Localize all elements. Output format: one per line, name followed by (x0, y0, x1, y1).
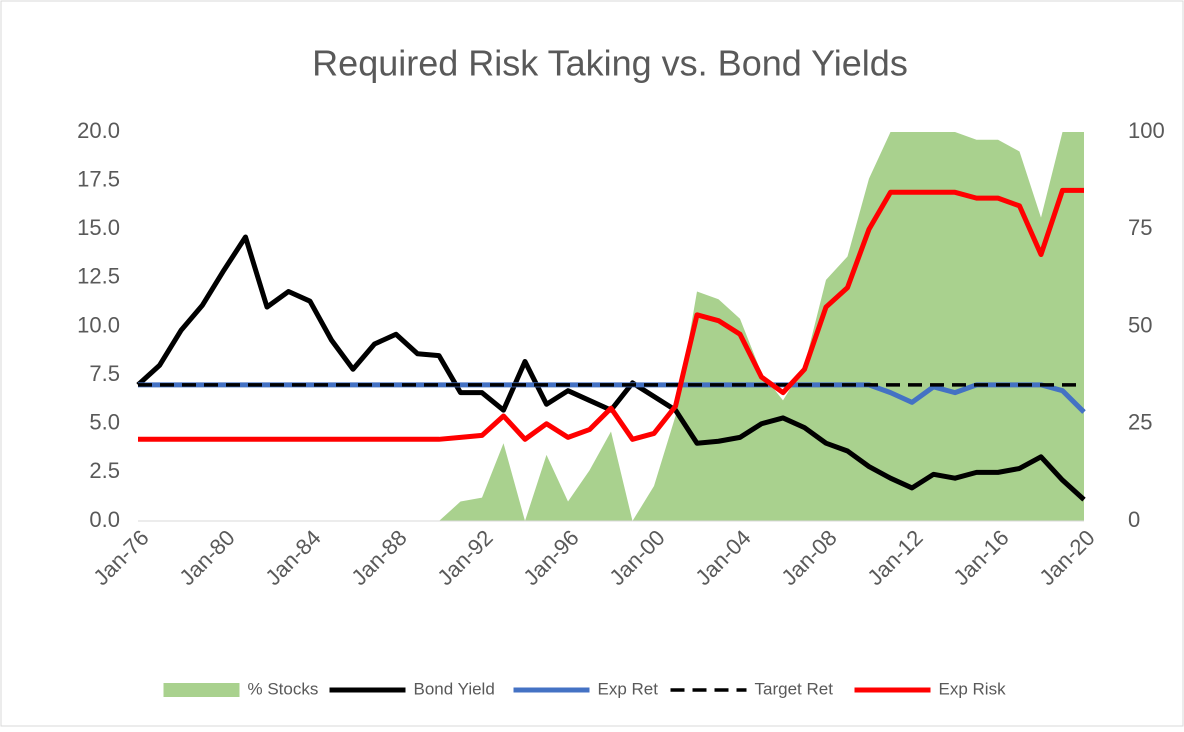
y-tick-label: 20.0 (77, 118, 120, 143)
y2-tick-label: 0 (1128, 507, 1140, 532)
legend-label: Target Ret (755, 679, 834, 698)
y2-tick-label: 75 (1128, 215, 1152, 240)
legend-label: Bond Yield (414, 679, 495, 698)
y2-tick-label: 100 (1128, 118, 1165, 143)
y2-tick-label: 50 (1128, 312, 1152, 337)
legend-swatch (163, 683, 240, 697)
y-tick-label: 0.0 (89, 507, 120, 532)
y-tick-label: 5.0 (89, 410, 120, 435)
y-tick-label: 2.5 (89, 458, 120, 483)
chart-title: Required Risk Taking vs. Bond Yields (312, 43, 908, 84)
y-tick-label: 15.0 (77, 215, 120, 240)
y-tick-label: 17.5 (77, 166, 120, 191)
y-tick-label: 12.5 (77, 264, 120, 289)
area (138, 132, 1084, 521)
legend-label: % Stocks (248, 679, 319, 698)
y2-tick-label: 25 (1128, 410, 1152, 435)
line (138, 187, 1084, 442)
y-tick-label: 10.0 (77, 312, 120, 337)
y-tick-label: 7.5 (89, 361, 120, 386)
legend-label: Exp Risk (939, 679, 1007, 698)
legend-label: Exp Ret (598, 679, 659, 698)
